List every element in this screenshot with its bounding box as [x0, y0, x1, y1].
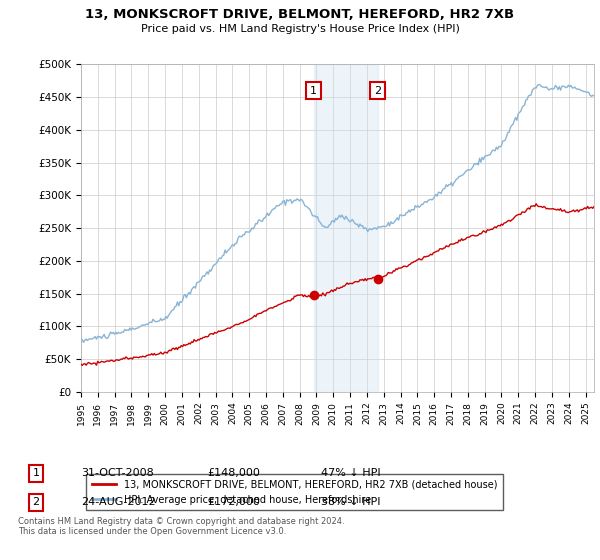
Text: 2: 2: [374, 86, 381, 96]
Text: Contains HM Land Registry data © Crown copyright and database right 2024.
This d: Contains HM Land Registry data © Crown c…: [18, 517, 344, 536]
Text: 2: 2: [32, 497, 40, 507]
Text: £172,000: £172,000: [207, 497, 260, 507]
Text: 13, MONKSCROFT DRIVE, BELMONT, HEREFORD, HR2 7XB: 13, MONKSCROFT DRIVE, BELMONT, HEREFORD,…: [85, 8, 515, 21]
Text: 24-AUG-2012: 24-AUG-2012: [81, 497, 155, 507]
Bar: [314, 64, 377, 392]
Legend: 13, MONKSCROFT DRIVE, BELMONT, HEREFORD, HR2 7XB (detached house), HPI: Average : 13, MONKSCROFT DRIVE, BELMONT, HEREFORD,…: [86, 474, 503, 510]
Text: 31-OCT-2008: 31-OCT-2008: [81, 468, 154, 478]
Text: £148,000: £148,000: [207, 468, 260, 478]
Text: Price paid vs. HM Land Registry's House Price Index (HPI): Price paid vs. HM Land Registry's House …: [140, 24, 460, 34]
Text: 1: 1: [32, 468, 40, 478]
Text: 1: 1: [310, 86, 317, 96]
Text: 47% ↓ HPI: 47% ↓ HPI: [321, 468, 380, 478]
Text: 38% ↓ HPI: 38% ↓ HPI: [321, 497, 380, 507]
